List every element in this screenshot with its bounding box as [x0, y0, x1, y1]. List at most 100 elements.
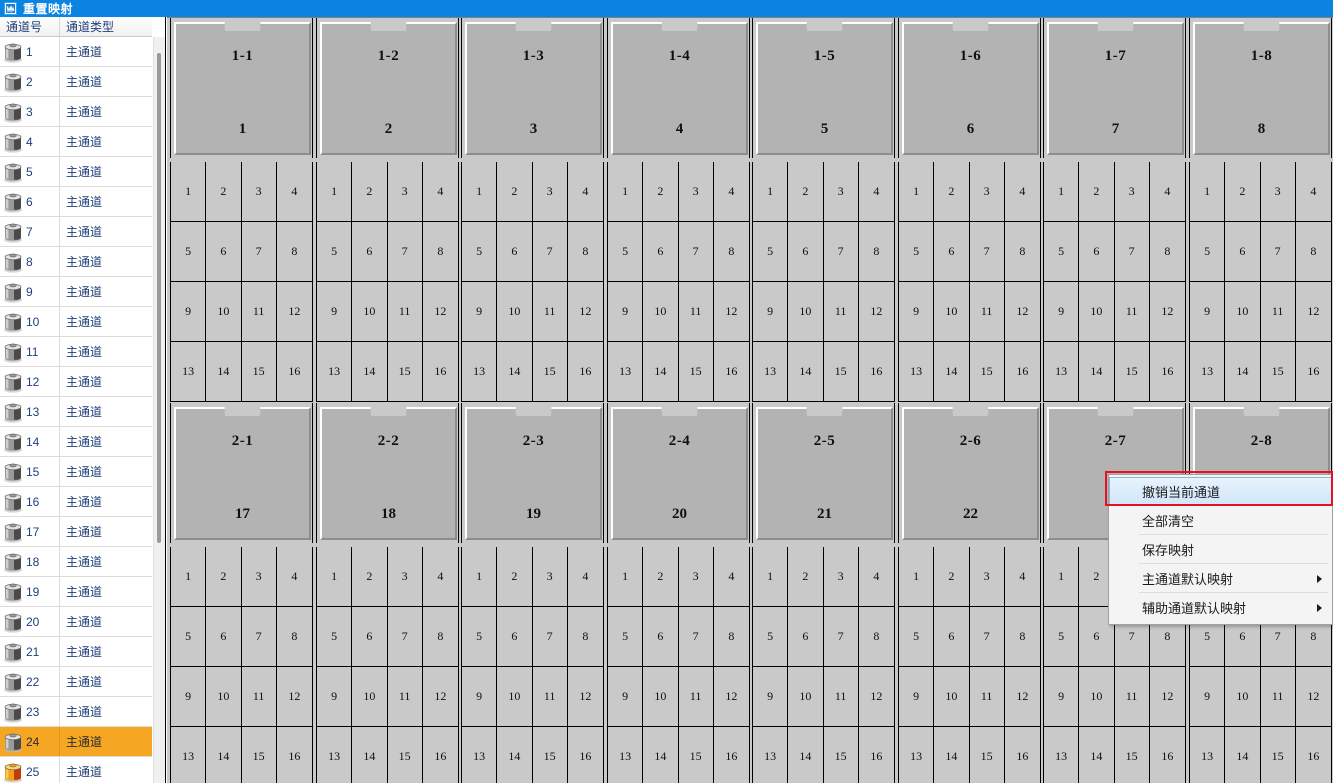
pin-cell[interactable]: 16	[276, 727, 312, 783]
pin-cell[interactable]: 15	[969, 342, 1005, 402]
column-header-channel-type[interactable]: 通道类型	[66, 20, 115, 34]
pin-cell[interactable]: 13	[899, 727, 935, 783]
pin-cell[interactable]: 1	[608, 547, 644, 607]
pin-cell[interactable]: 6	[643, 222, 679, 282]
pin-cell[interactable]: 7	[823, 222, 859, 282]
pin-cell[interactable]: 12	[1295, 282, 1331, 342]
pin-cell[interactable]: 1	[171, 547, 207, 607]
pin-cell[interactable]: 14	[352, 342, 388, 402]
pin-cell[interactable]: 14	[643, 342, 679, 402]
pin-cell[interactable]: 1	[753, 547, 789, 607]
channel-row[interactable]: 3 主通道	[0, 97, 152, 127]
pin-cell[interactable]: 12	[276, 667, 312, 727]
pin-cell[interactable]: 12	[858, 667, 894, 727]
pin-cell[interactable]: 5	[317, 222, 353, 282]
pin-cell[interactable]: 1	[462, 162, 498, 222]
channel-row[interactable]: 1 主通道	[0, 37, 152, 67]
pin-cell[interactable]: 13	[1190, 342, 1226, 402]
pin-cell[interactable]: 6	[206, 222, 242, 282]
pin-cell[interactable]: 5	[899, 222, 935, 282]
pin-cell[interactable]: 3	[969, 547, 1005, 607]
pin-cell[interactable]: 11	[678, 667, 714, 727]
pin-cell[interactable]: 3	[241, 162, 277, 222]
context-menu-item[interactable]: 主通道默认映射	[1109, 564, 1332, 593]
pin-cell[interactable]: 2	[788, 162, 824, 222]
channel-row[interactable]: 5 主通道	[0, 157, 152, 187]
pin-cell[interactable]: 9	[753, 282, 789, 342]
pin-cell[interactable]: 16	[713, 342, 749, 402]
pin-cell[interactable]: 3	[823, 547, 859, 607]
pin-cell[interactable]: 4	[1295, 162, 1331, 222]
connector-card[interactable]: 2-1 17	[170, 403, 313, 543]
pin-cell[interactable]: 14	[788, 727, 824, 783]
pin-cell[interactable]: 16	[567, 342, 603, 402]
pin-cell[interactable]: 3	[678, 162, 714, 222]
pin-cell[interactable]: 16	[276, 342, 312, 402]
pin-cell[interactable]: 16	[422, 342, 458, 402]
pin-cell[interactable]: 3	[241, 547, 277, 607]
pin-cell[interactable]: 5	[317, 607, 353, 667]
channel-row[interactable]: 2 主通道	[0, 67, 152, 97]
context-menu-item[interactable]: 辅助通道默认映射	[1109, 593, 1332, 622]
pin-cell[interactable]: 9	[1190, 282, 1226, 342]
pin-cell[interactable]: 12	[422, 667, 458, 727]
pin-cell[interactable]: 14	[1225, 727, 1261, 783]
pin-cell[interactable]: 9	[899, 667, 935, 727]
connector-card[interactable]: 1-5 5	[752, 18, 895, 158]
pin-cell[interactable]: 11	[1114, 667, 1150, 727]
pin-cell[interactable]: 11	[1260, 282, 1296, 342]
connector-card[interactable]: 2-6 22	[898, 403, 1041, 543]
pin-cell[interactable]: 10	[497, 282, 533, 342]
pin-cell[interactable]: 4	[1004, 162, 1040, 222]
pin-cell[interactable]: 3	[1114, 162, 1150, 222]
pin-cell[interactable]: 10	[1079, 282, 1115, 342]
pin-cell[interactable]: 15	[387, 727, 423, 783]
pin-cell[interactable]: 11	[969, 282, 1005, 342]
pin-cell[interactable]: 12	[276, 282, 312, 342]
pin-cell[interactable]: 11	[387, 667, 423, 727]
pin-cell[interactable]: 14	[788, 342, 824, 402]
pin-cell[interactable]: 2	[788, 547, 824, 607]
pin-cell[interactable]: 8	[276, 607, 312, 667]
pin-cell[interactable]: 11	[532, 667, 568, 727]
pin-cell[interactable]: 1	[1190, 162, 1226, 222]
pin-cell[interactable]: 7	[969, 607, 1005, 667]
pin-cell[interactable]: 8	[858, 607, 894, 667]
pin-cell[interactable]: 5	[899, 607, 935, 667]
pin-cell[interactable]: 2	[206, 162, 242, 222]
pin-cell[interactable]: 7	[387, 222, 423, 282]
pin-cell[interactable]: 7	[387, 607, 423, 667]
channel-row[interactable]: 18 主通道	[0, 547, 152, 577]
pin-cell[interactable]: 8	[422, 222, 458, 282]
channel-row[interactable]: 9 主通道	[0, 277, 152, 307]
pin-cell[interactable]: 15	[532, 342, 568, 402]
pin-cell[interactable]: 7	[1260, 222, 1296, 282]
context-menu[interactable]: 撤销当前通道 全部清空 保存映射 主通道默认映射 辅助通道默认映射	[1108, 474, 1333, 625]
pin-cell[interactable]: 16	[858, 342, 894, 402]
pin-cell[interactable]: 12	[422, 282, 458, 342]
pin-cell[interactable]: 16	[1004, 727, 1040, 783]
connector-card[interactable]: 1-1 1	[170, 18, 313, 158]
channel-row[interactable]: 13 主通道	[0, 397, 152, 427]
pin-cell[interactable]: 16	[858, 727, 894, 783]
pin-cell[interactable]: 5	[171, 607, 207, 667]
context-menu-item[interactable]: 撤销当前通道	[1109, 477, 1332, 506]
pin-cell[interactable]: 6	[497, 607, 533, 667]
pin-cell[interactable]: 3	[387, 162, 423, 222]
pin-cell[interactable]: 6	[497, 222, 533, 282]
pin-cell[interactable]: 10	[206, 667, 242, 727]
pin-cell[interactable]: 9	[1190, 667, 1226, 727]
pin-cell[interactable]: 14	[497, 342, 533, 402]
pin-cell[interactable]: 6	[1079, 222, 1115, 282]
pin-cell[interactable]: 3	[387, 547, 423, 607]
pin-cell[interactable]: 2	[934, 547, 970, 607]
connector-card[interactable]: 2-2 18	[316, 403, 459, 543]
pin-cell[interactable]: 1	[171, 162, 207, 222]
pin-cell[interactable]: 10	[643, 282, 679, 342]
pin-cell[interactable]: 7	[678, 607, 714, 667]
pin-cell[interactable]: 1	[462, 547, 498, 607]
